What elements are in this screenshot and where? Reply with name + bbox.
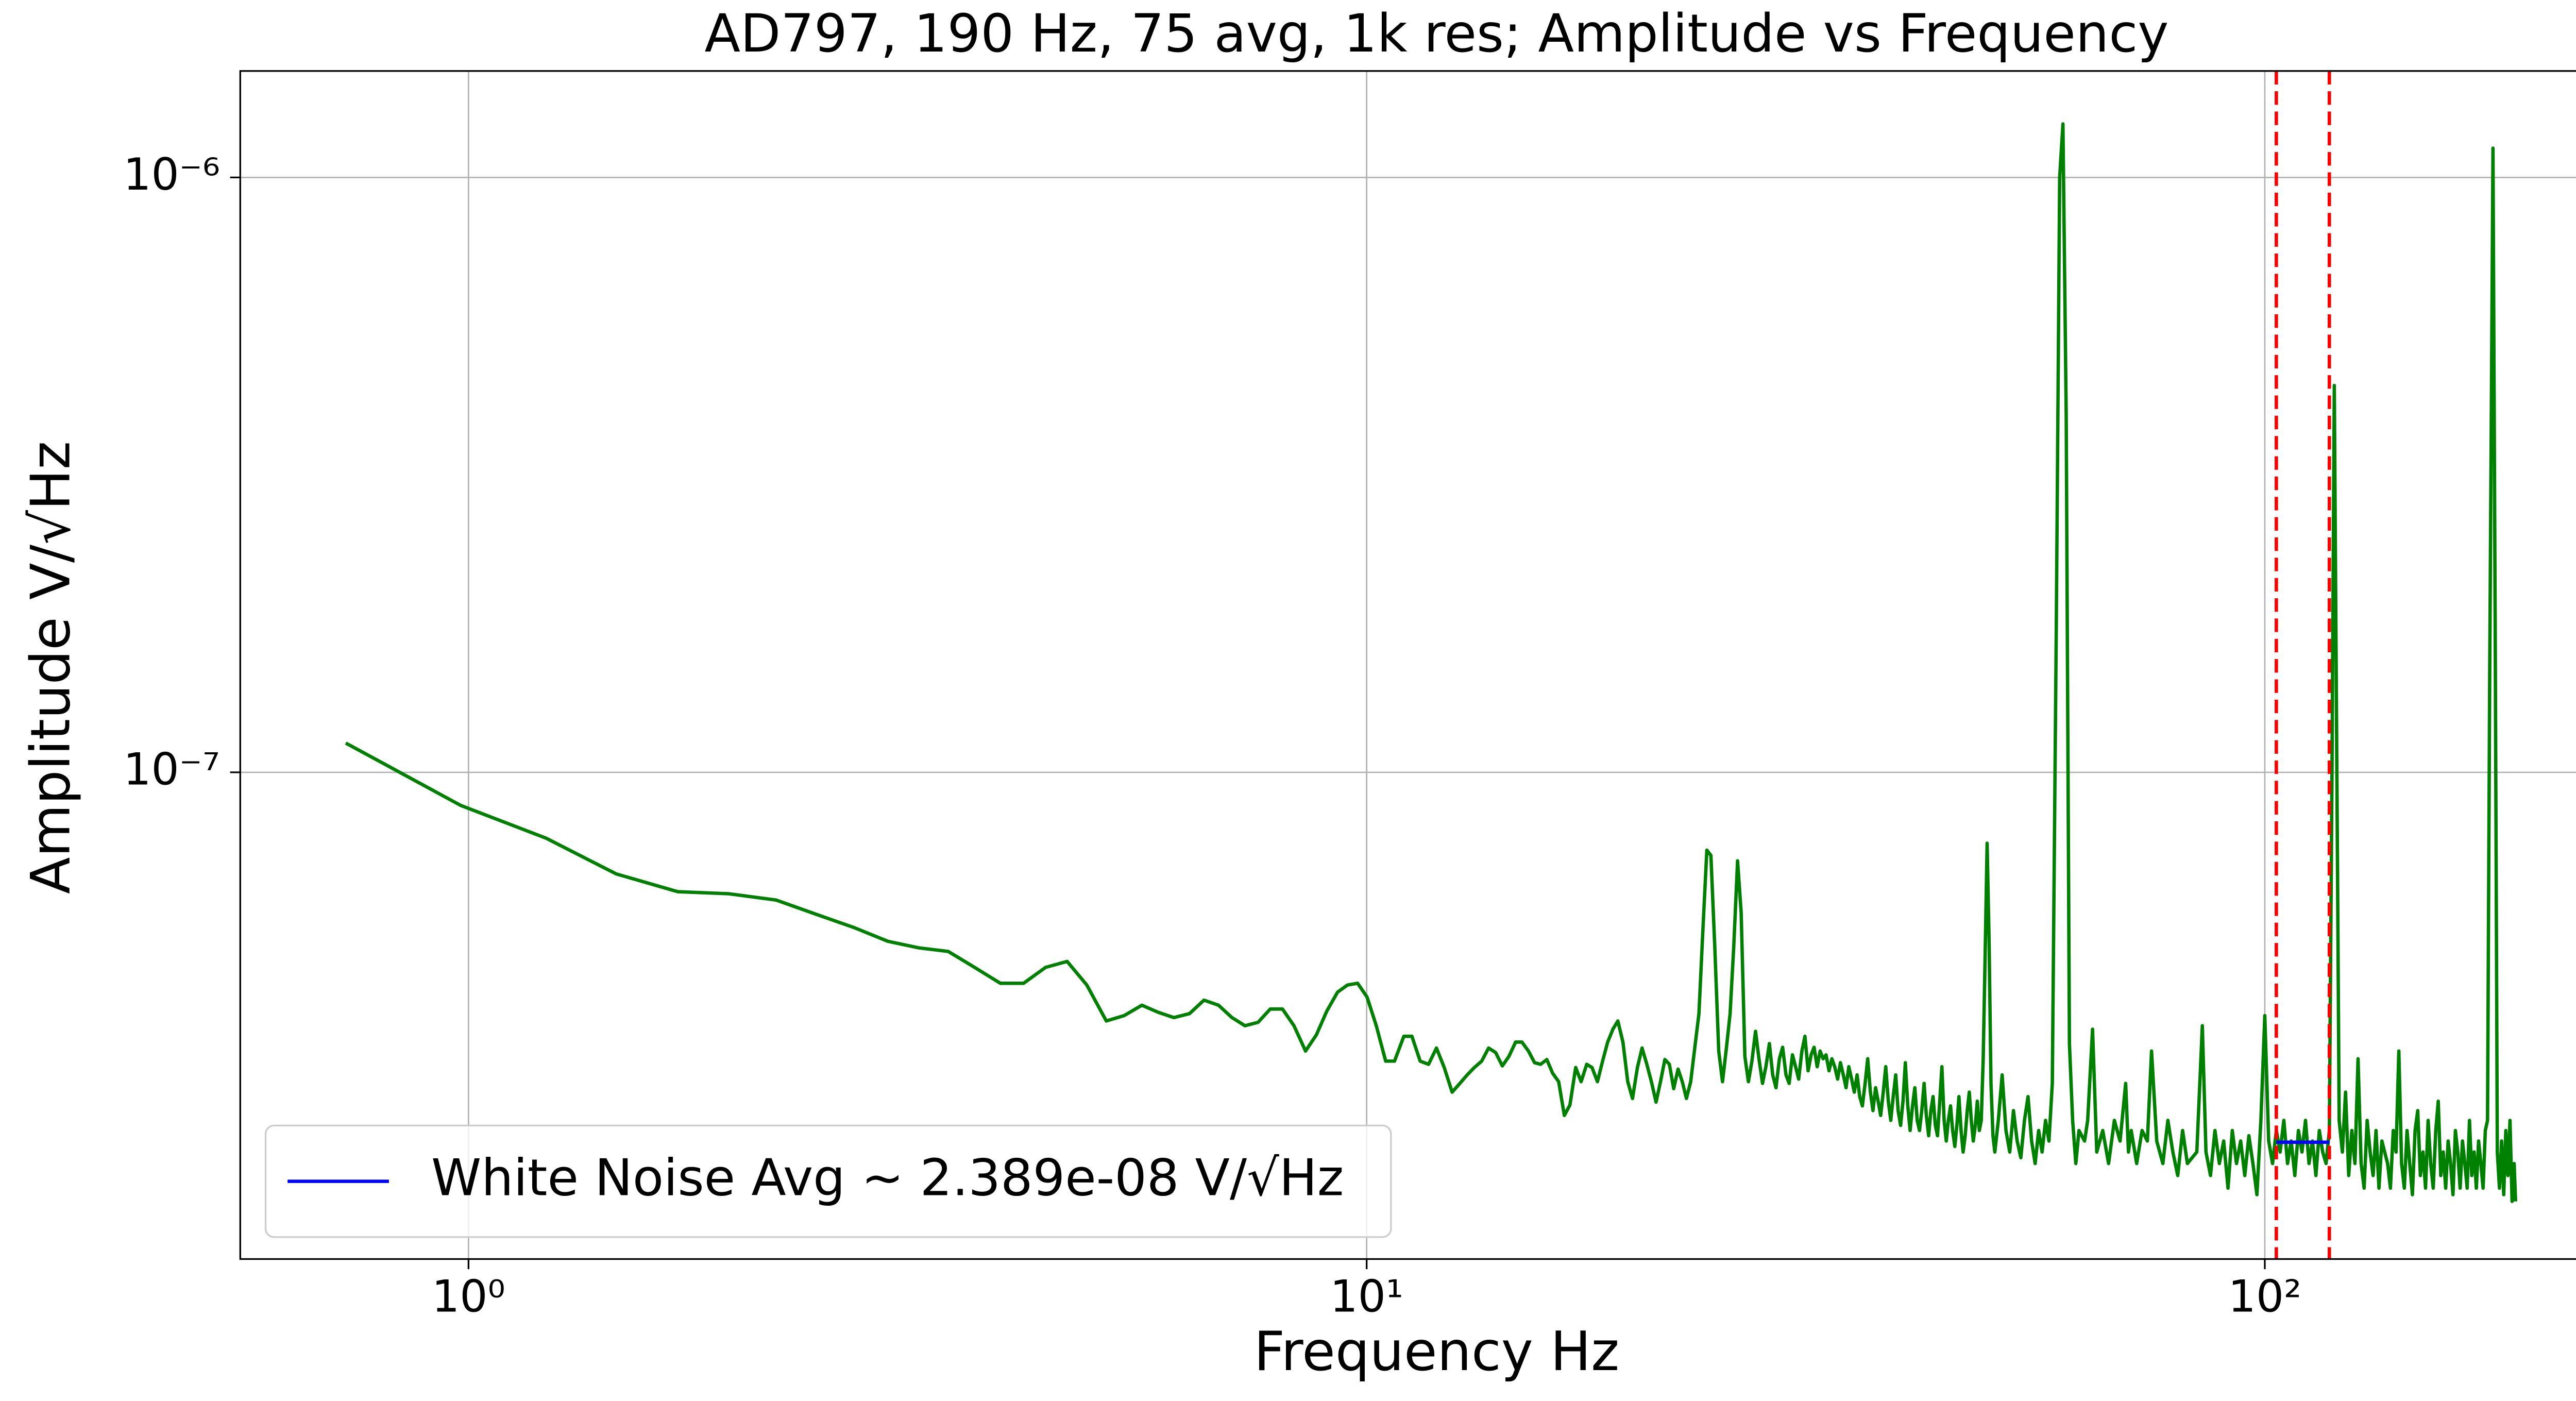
x-tick-label: 10² (2228, 1272, 2302, 1323)
x-tick-label: 10⁰ (432, 1272, 505, 1323)
y-tick-label: 10⁻⁶ (123, 149, 220, 200)
y-tick-label: 10⁻⁷ (123, 744, 220, 795)
data-line (345, 122, 2518, 1203)
y-axis-label: Amplitude V/√Hz (19, 441, 82, 894)
x-axis-label: Frequency Hz (1254, 1320, 1619, 1383)
plot-frame (239, 70, 2576, 1260)
legend-label: White Noise Avg ~ 2.389e-08 V/√Hz (431, 1149, 1344, 1207)
legend-box (264, 1124, 1392, 1238)
chart-title: AD797, 190 Hz, 75 avg, 1k res; Amplitude… (705, 3, 2169, 64)
x-tick-label: 10¹ (1330, 1272, 1403, 1323)
